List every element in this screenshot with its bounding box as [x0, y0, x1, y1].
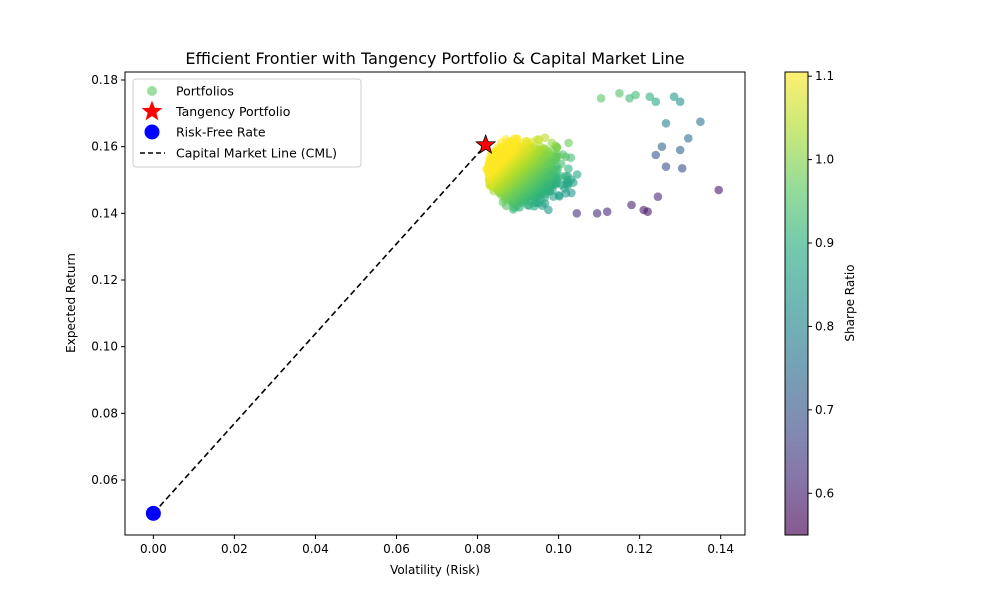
- colorbar-gradient: [785, 72, 808, 535]
- x-axis-ticks: 0.00 0.02 0.04 0.06 0.08 0.10 0.12 0.14: [140, 535, 734, 556]
- portfolio-point: [675, 145, 685, 155]
- colorbar-tick-label: 0.9: [815, 236, 834, 250]
- x-tick-label: 0.08: [464, 542, 491, 556]
- x-tick-label: 0.00: [140, 542, 167, 556]
- x-tick-label: 0.12: [626, 542, 653, 556]
- y-tick-label: 0.14: [91, 206, 118, 220]
- y-tick-label: 0.12: [91, 273, 118, 287]
- portfolio-point: [564, 164, 573, 173]
- colorbar-tick-label: 0.6: [815, 486, 834, 500]
- legend-tangency-symbol: [141, 100, 163, 121]
- portfolio-point: [627, 200, 636, 210]
- legend-cml-label: Capital Market Line (CML): [176, 146, 337, 161]
- portfolio-point: [564, 138, 573, 148]
- portfolio-point: [653, 192, 663, 201]
- x-tick-label: 0.14: [707, 542, 734, 556]
- portfolio-point: [497, 138, 506, 147]
- portfolio-point: [547, 138, 557, 148]
- portfolio-point: [661, 119, 671, 128]
- y-tick-label: 0.10: [91, 340, 118, 354]
- portfolio-point: [602, 207, 612, 216]
- cml-line: [152, 144, 487, 514]
- portfolio-point: [572, 209, 582, 218]
- colorbar-ticks: 0.6 0.7 0.8 0.9 1.0 1.1: [808, 69, 834, 500]
- portfolio-point: [615, 89, 624, 98]
- portfolio-point: [675, 97, 685, 106]
- legend-tangency-label: Tangency Portfolio: [175, 104, 290, 119]
- legend-portfolios-label: Portfolios: [176, 84, 234, 99]
- y-tick-label: 0.08: [91, 406, 118, 420]
- y-tick-label: 0.06: [91, 473, 118, 487]
- x-tick-label: 0.02: [221, 542, 248, 556]
- y-axis-label: Expected Return: [64, 253, 78, 353]
- risk-free-rate-marker: [145, 505, 161, 521]
- colorbar-tick-label: 0.7: [815, 403, 834, 417]
- y-axis-ticks: 0.06 0.08 0.10 0.12 0.14 0.16 0.18: [91, 73, 125, 487]
- portfolio-point: [592, 209, 602, 218]
- x-axis-label: Volatility (Risk): [390, 563, 480, 577]
- y-tick-label: 0.16: [91, 140, 118, 154]
- legend-riskfree-symbol: [144, 124, 160, 140]
- portfolio-point: [669, 92, 679, 101]
- colorbar-label: Sharpe Ratio: [843, 264, 857, 341]
- portfolio-point: [696, 117, 705, 126]
- colorbar-tick-label: 1.1: [815, 69, 834, 83]
- colorbar-tick-label: 1.0: [815, 153, 834, 167]
- x-tick-label: 0.04: [302, 542, 329, 556]
- cml-layer: [152, 144, 487, 514]
- colorbar-frame: [784, 71, 809, 536]
- portfolio-point: [625, 94, 634, 103]
- portfolio-point: [677, 164, 687, 173]
- legend: Portfolios Tangency Portfolio Risk-Free …: [132, 78, 362, 168]
- markers-layer: [145, 133, 497, 521]
- portfolio-point: [684, 134, 693, 143]
- portfolio-point: [651, 97, 661, 106]
- portfolio-point: [639, 205, 648, 215]
- legend-box: [132, 78, 362, 168]
- tangency-portfolio-marker: [475, 133, 497, 155]
- portfolio-point: [657, 142, 667, 151]
- colorbar: 0.6 0.7 0.8 0.9 1.0 1.1 Sharpe Ratio: [784, 69, 857, 536]
- y-tick-label: 0.18: [91, 73, 118, 87]
- portfolio-point: [661, 162, 671, 171]
- portfolio-points-layer: [482, 89, 723, 218]
- x-tick-label: 0.06: [383, 542, 410, 556]
- legend-riskfree-label: Risk-Free Rate: [176, 125, 266, 140]
- legend-portfolios-symbol: [147, 86, 157, 96]
- portfolio-point: [651, 150, 661, 160]
- portfolio-point: [714, 185, 723, 195]
- x-tick-label: 0.10: [545, 542, 572, 556]
- portfolio-point: [645, 92, 655, 101]
- plot-frame: [124, 71, 746, 536]
- portfolio-point: [572, 170, 582, 179]
- colorbar-tick-label: 0.8: [815, 319, 834, 333]
- portfolio-point: [596, 94, 606, 103]
- chart-title: Efficient Frontier with Tangency Portfol…: [185, 49, 684, 68]
- portfolio-point: [544, 205, 553, 215]
